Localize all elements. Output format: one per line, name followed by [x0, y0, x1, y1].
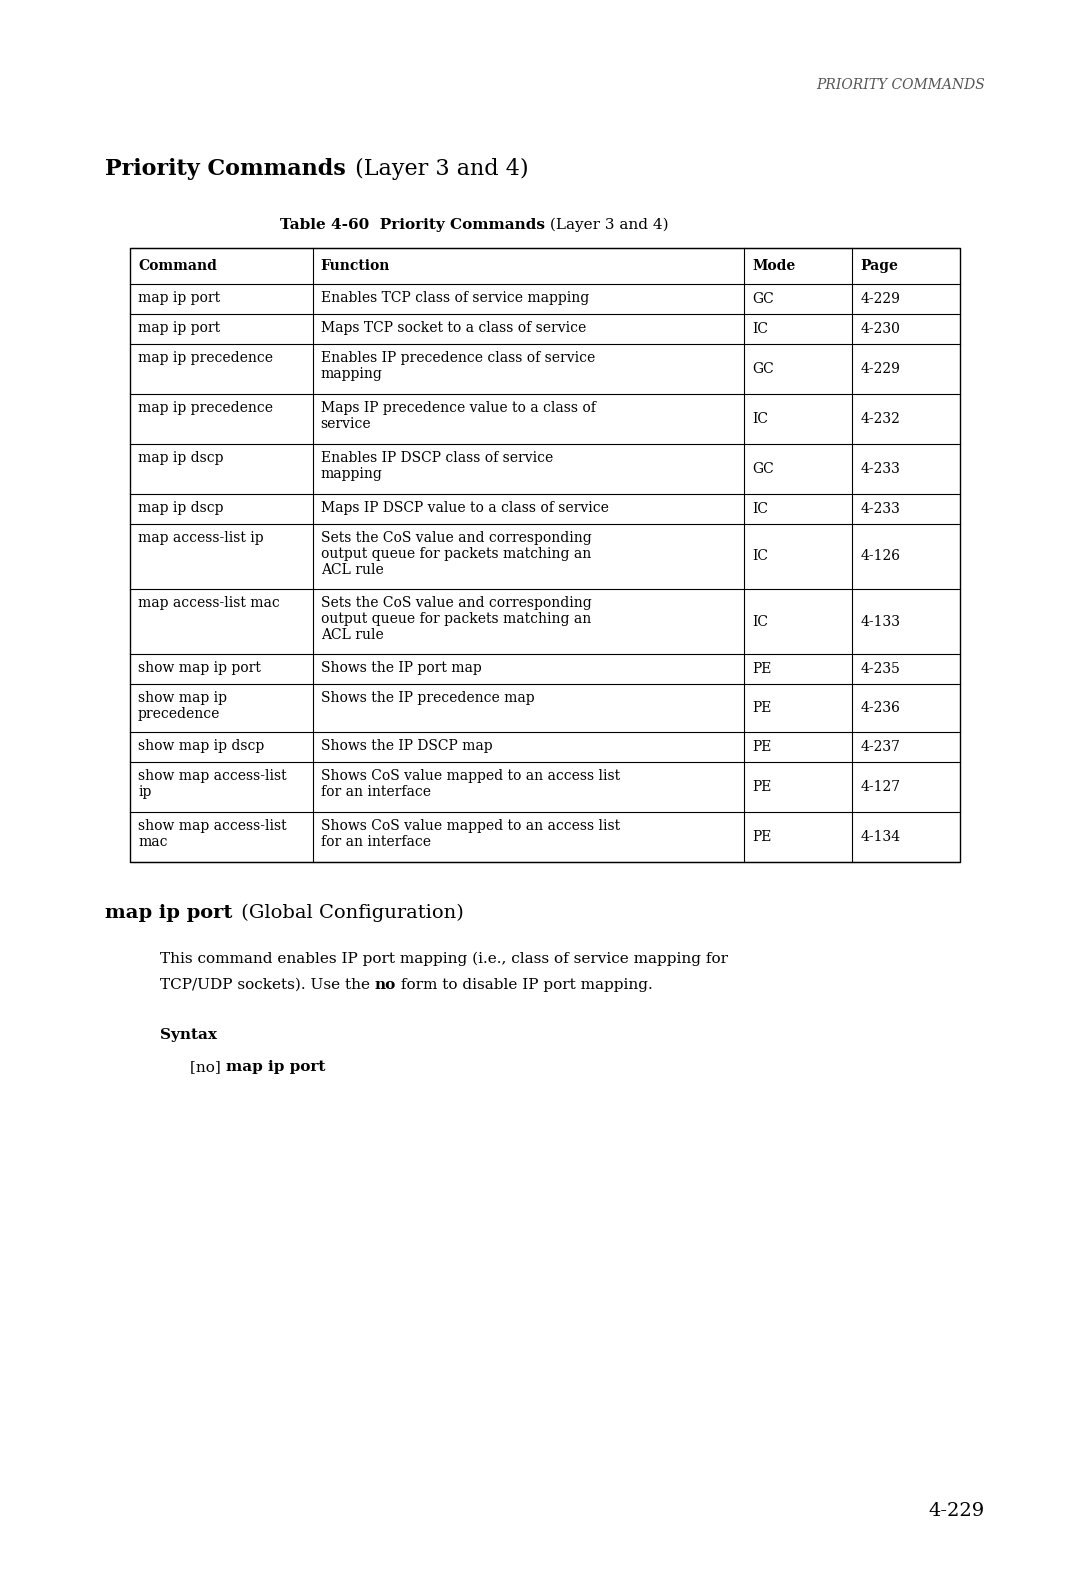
Text: show map ip
precedence: show map ip precedence	[138, 691, 227, 721]
Text: Maps TCP socket to a class of service: Maps TCP socket to a class of service	[321, 320, 585, 334]
Text: no: no	[375, 978, 396, 992]
Text: 4-134: 4-134	[860, 831, 901, 845]
Text: Shows the IP port map: Shows the IP port map	[321, 661, 482, 675]
Text: Enables IP DSCP class of service
mapping: Enables IP DSCP class of service mapping	[321, 451, 553, 480]
Text: 4-229: 4-229	[860, 363, 900, 375]
Text: Syntax: Syntax	[160, 1028, 217, 1042]
Text: Shows CoS value mapped to an access list
for an interface: Shows CoS value mapped to an access list…	[321, 820, 620, 849]
Text: 4-229: 4-229	[860, 292, 900, 306]
Text: 4-232: 4-232	[860, 411, 900, 425]
Text: show map access-list
ip: show map access-list ip	[138, 769, 286, 799]
Text: Mode: Mode	[752, 259, 796, 273]
Text: show map ip port: show map ip port	[138, 661, 261, 675]
Text: 4-229: 4-229	[929, 1502, 985, 1520]
Text: map ip dscp: map ip dscp	[138, 451, 224, 465]
Text: PRIORITY COMMANDS: PRIORITY COMMANDS	[816, 78, 985, 93]
Text: GC: GC	[752, 292, 774, 306]
Text: 4-127: 4-127	[860, 780, 901, 794]
Text: IC: IC	[752, 502, 768, 517]
Text: map ip dscp: map ip dscp	[138, 501, 224, 515]
Text: This command enables IP port mapping (i.e., class of service mapping for: This command enables IP port mapping (i.…	[160, 951, 728, 967]
Text: PE: PE	[752, 663, 771, 677]
Text: 4-126: 4-126	[860, 550, 900, 564]
Text: Priority Commands: Priority Commands	[105, 159, 346, 181]
Text: Page: Page	[860, 259, 897, 273]
Text: form to disable IP port mapping.: form to disable IP port mapping.	[396, 978, 653, 992]
Text: TCP/UDP sockets). Use the: TCP/UDP sockets). Use the	[160, 978, 375, 992]
Text: map ip port: map ip port	[138, 290, 220, 305]
Text: 4-133: 4-133	[860, 614, 900, 628]
Bar	[130, 248, 960, 862]
Text: Command: Command	[138, 259, 217, 273]
Text: 4-235: 4-235	[860, 663, 900, 677]
Text: show map access-list
mac: show map access-list mac	[138, 820, 286, 849]
Text: Shows the IP precedence map: Shows the IP precedence map	[321, 691, 535, 705]
Text: PE: PE	[752, 700, 771, 714]
Text: PE: PE	[752, 831, 771, 845]
Text: map access-list mac: map access-list mac	[138, 597, 280, 611]
Text: Enables IP precedence class of service
mapping: Enables IP precedence class of service m…	[321, 352, 595, 382]
Text: IC: IC	[752, 614, 768, 628]
Text: Sets the CoS value and corresponding
output queue for packets matching an
ACL ru: Sets the CoS value and corresponding out…	[321, 531, 592, 578]
Text: GC: GC	[752, 462, 774, 476]
Text: map ip port: map ip port	[138, 320, 220, 334]
Text: map ip port: map ip port	[226, 1060, 325, 1074]
Text: Shows the IP DSCP map: Shows the IP DSCP map	[321, 739, 492, 754]
Text: Function: Function	[321, 259, 390, 273]
Text: (Global Configuration): (Global Configuration)	[235, 904, 464, 922]
Text: 4-237: 4-237	[860, 739, 900, 754]
Text: (Layer 3 and 4): (Layer 3 and 4)	[348, 159, 528, 181]
Text: IC: IC	[752, 550, 768, 564]
Text: GC: GC	[752, 363, 774, 375]
Text: map ip port: map ip port	[105, 904, 232, 922]
Text: map ip precedence: map ip precedence	[138, 400, 273, 414]
Text: 4-230: 4-230	[860, 322, 900, 336]
Text: PE: PE	[752, 739, 771, 754]
Text: IC: IC	[752, 322, 768, 336]
Text: map ip precedence: map ip precedence	[138, 352, 273, 364]
Text: map access-list ip: map access-list ip	[138, 531, 264, 545]
Text: (Layer 3 and 4): (Layer 3 and 4)	[545, 218, 669, 232]
Text: IC: IC	[752, 411, 768, 425]
Text: [no]: [no]	[190, 1060, 226, 1074]
Text: 4-233: 4-233	[860, 462, 900, 476]
Text: Enables TCP class of service mapping: Enables TCP class of service mapping	[321, 290, 589, 305]
Text: Sets the CoS value and corresponding
output queue for packets matching an
ACL ru: Sets the CoS value and corresponding out…	[321, 597, 592, 642]
Text: show map ip dscp: show map ip dscp	[138, 739, 265, 754]
Text: PE: PE	[752, 780, 771, 794]
Text: Maps IP precedence value to a class of
service: Maps IP precedence value to a class of s…	[321, 400, 595, 432]
Text: Maps IP DSCP value to a class of service: Maps IP DSCP value to a class of service	[321, 501, 608, 515]
Text: Table 4-60  Priority Commands: Table 4-60 Priority Commands	[280, 218, 545, 232]
Text: 4-236: 4-236	[860, 700, 900, 714]
Text: 4-233: 4-233	[860, 502, 900, 517]
Text: Shows CoS value mapped to an access list
for an interface: Shows CoS value mapped to an access list…	[321, 769, 620, 799]
